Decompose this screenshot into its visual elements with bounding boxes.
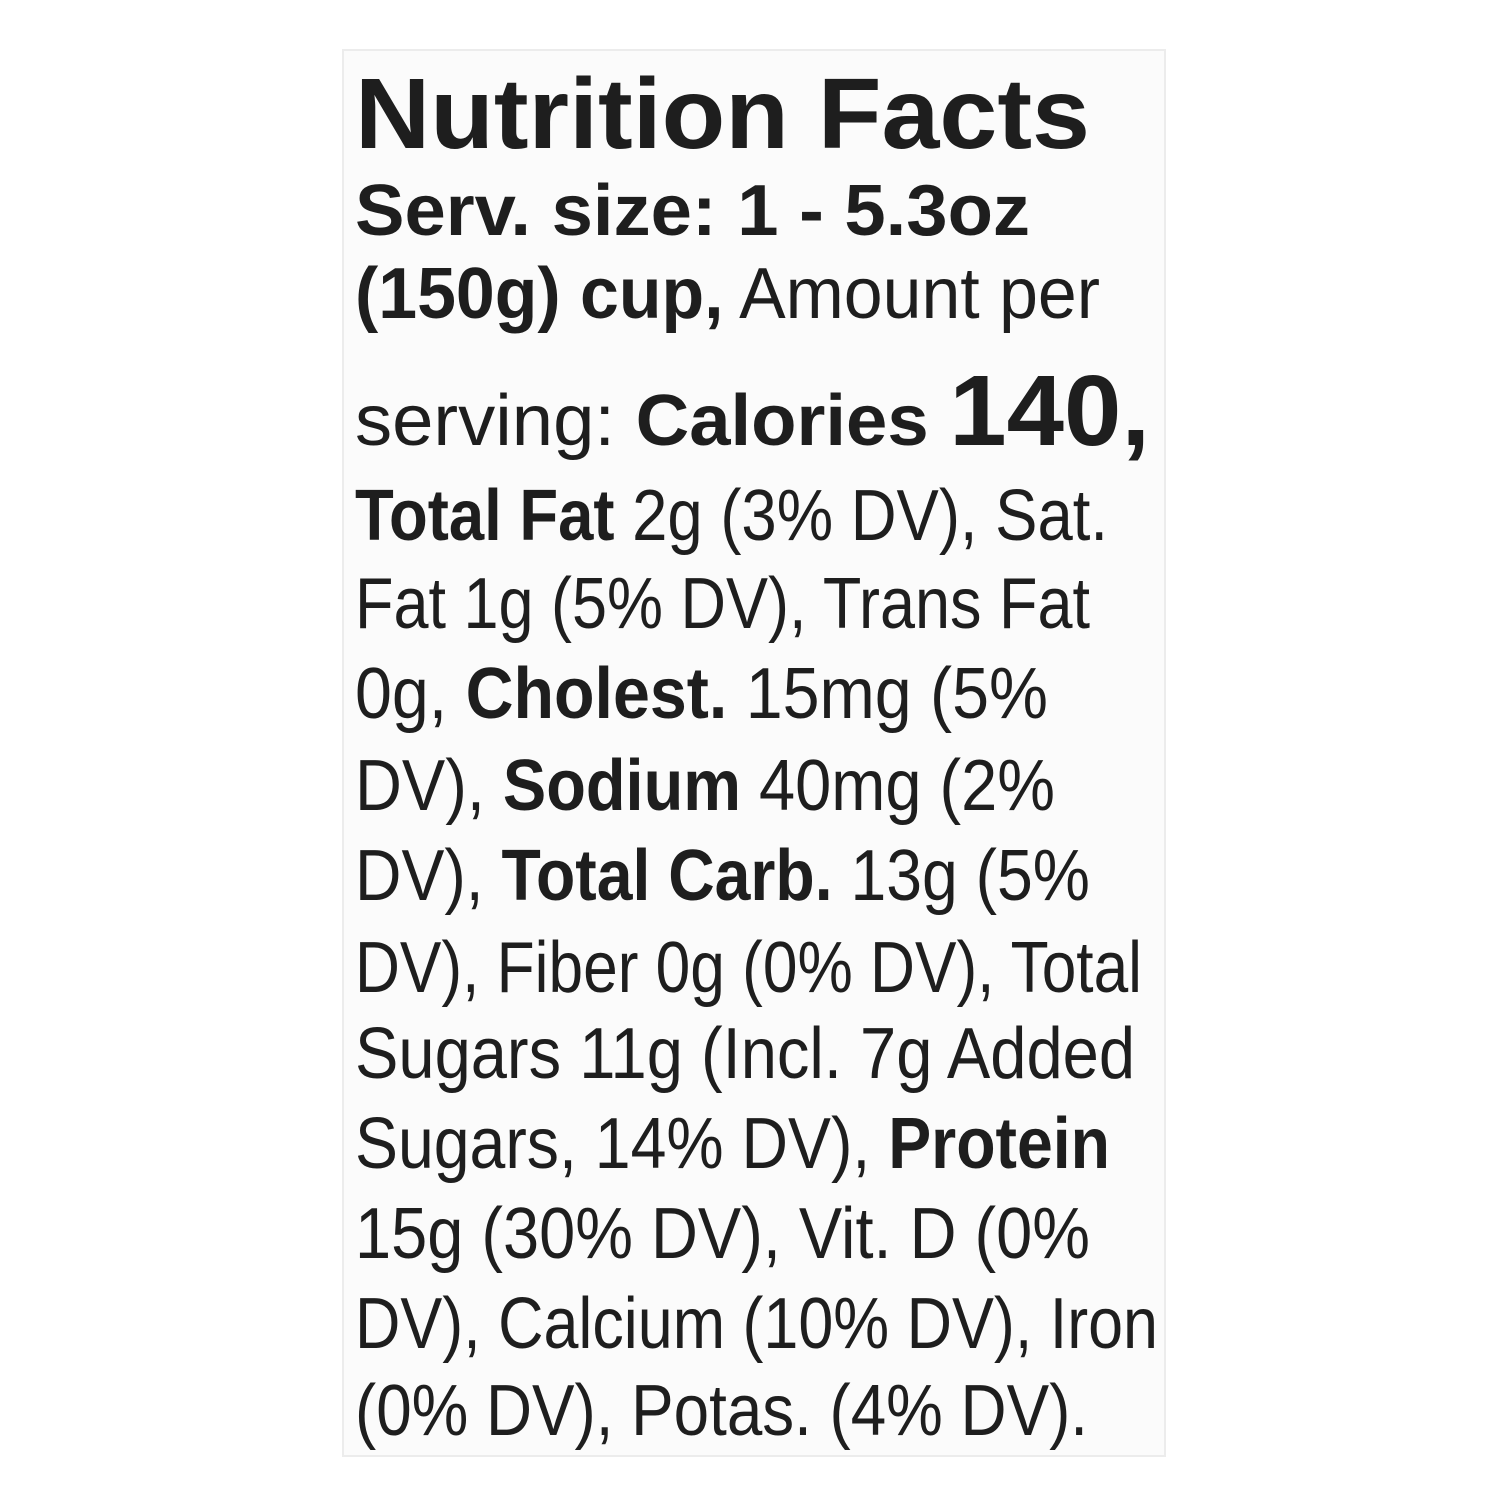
label-line: Sugars, 14% DV), Protein xyxy=(355,1104,1110,1184)
label-text-bold: 140, xyxy=(949,355,1150,467)
label-title: Nutrition Facts xyxy=(355,58,1090,170)
label-text: serving: xyxy=(355,381,636,461)
label-line: (0% DV), Potas. (4% DV). xyxy=(355,1371,1088,1451)
label-line: DV), Fiber 0g (0% DV), Total xyxy=(355,928,1142,1008)
label-text-bold: Total Carb. xyxy=(501,836,832,916)
label-text-bold: (150g) cup, xyxy=(355,254,724,334)
label-text-bold: Calories xyxy=(636,381,950,461)
label-line: Total Fat 2g (3% DV), Sat. xyxy=(355,476,1108,556)
label-text: Sugars 11g (Incl. 7g Added xyxy=(355,1014,1135,1094)
label-line: DV), Sodium 40mg (2% xyxy=(355,746,1055,826)
label-text: Amount per xyxy=(724,254,1100,334)
label-line: 15g (30% DV), Vit. D (0% xyxy=(355,1194,1090,1274)
label-line: Fat 1g (5% DV), Trans Fat xyxy=(355,564,1090,644)
label-text-bold: Serv. size: 1 - 5.3oz xyxy=(355,171,1030,251)
label-line: Sugars 11g (Incl. 7g Added xyxy=(355,1014,1135,1094)
label-text: 40mg (2% xyxy=(741,746,1055,826)
label-text-bold: Cholest. xyxy=(466,654,728,734)
label-text: DV), Fiber 0g (0% DV), Total xyxy=(355,928,1142,1008)
label-line: serving: Calories 140, xyxy=(355,355,1150,467)
label-text: 0g, xyxy=(355,654,466,734)
label-text: Fat 1g (5% DV), Trans Fat xyxy=(355,564,1090,644)
label-line: 0g, Cholest. 15mg (5% xyxy=(355,654,1048,734)
label-line: DV), Calcium (10% DV), Iron xyxy=(355,1284,1158,1364)
label-line: (150g) cup, Amount per xyxy=(355,254,1100,334)
label-text: (0% DV), Potas. (4% DV). xyxy=(355,1371,1088,1451)
label-text: DV), xyxy=(355,746,503,826)
label-line: DV), Total Carb. 13g (5% xyxy=(355,836,1090,916)
label-line: Serv. size: 1 - 5.3oz xyxy=(355,171,1030,251)
label-text: 15mg (5% xyxy=(727,654,1048,734)
label-text-bold: Total Fat xyxy=(355,476,615,556)
label-text: DV), xyxy=(355,836,501,916)
label-text: DV), Calcium (10% DV), Iron xyxy=(355,1284,1158,1364)
label-text-bold: Sodium xyxy=(503,746,741,826)
label-text: 15g (30% DV), Vit. D (0% xyxy=(355,1194,1090,1274)
label-text: Sugars, 14% DV), xyxy=(355,1104,888,1184)
label-panel xyxy=(342,49,1166,1457)
label-text-bold: Protein xyxy=(888,1104,1110,1184)
label-text: 13g (5% xyxy=(833,836,1090,916)
label-text: 2g (3% DV), Sat. xyxy=(615,476,1108,556)
